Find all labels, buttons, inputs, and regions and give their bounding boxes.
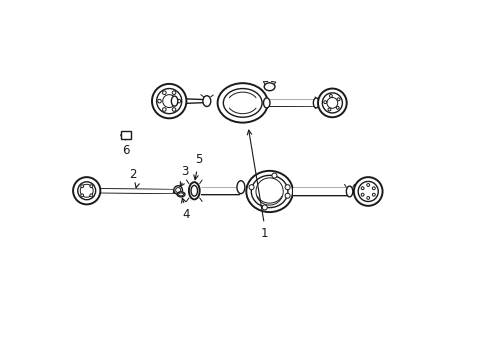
Polygon shape: [201, 188, 239, 194]
Circle shape: [156, 89, 182, 114]
Circle shape: [129, 134, 131, 136]
Circle shape: [323, 101, 326, 104]
Circle shape: [361, 193, 364, 196]
Ellipse shape: [237, 181, 244, 194]
Ellipse shape: [313, 98, 319, 108]
Circle shape: [81, 185, 83, 188]
Circle shape: [361, 187, 364, 190]
Circle shape: [81, 194, 83, 197]
Circle shape: [366, 184, 369, 186]
Text: 6: 6: [122, 144, 130, 157]
Circle shape: [372, 187, 374, 190]
Circle shape: [336, 98, 339, 101]
Circle shape: [255, 178, 283, 205]
Ellipse shape: [177, 192, 184, 197]
Circle shape: [248, 185, 254, 190]
Ellipse shape: [203, 96, 210, 107]
Polygon shape: [267, 100, 321, 106]
Circle shape: [158, 99, 161, 103]
Ellipse shape: [174, 186, 182, 194]
Ellipse shape: [188, 182, 199, 199]
Circle shape: [90, 185, 93, 188]
Text: 3: 3: [181, 165, 189, 178]
Circle shape: [317, 89, 346, 117]
Circle shape: [271, 173, 276, 178]
Ellipse shape: [246, 171, 292, 212]
FancyBboxPatch shape: [121, 131, 131, 139]
Circle shape: [326, 98, 337, 108]
Circle shape: [366, 197, 369, 199]
Polygon shape: [100, 189, 172, 193]
Text: 5: 5: [195, 153, 202, 166]
Ellipse shape: [264, 83, 274, 91]
Circle shape: [172, 108, 176, 111]
Circle shape: [78, 182, 96, 200]
Circle shape: [177, 99, 180, 103]
Ellipse shape: [263, 98, 269, 108]
Ellipse shape: [175, 188, 180, 193]
Circle shape: [172, 91, 176, 95]
Ellipse shape: [217, 83, 267, 123]
Polygon shape: [292, 188, 348, 195]
Text: 4: 4: [183, 208, 190, 221]
Circle shape: [327, 108, 330, 111]
Circle shape: [357, 181, 378, 202]
Text: 2: 2: [129, 168, 137, 181]
Circle shape: [372, 193, 374, 196]
Ellipse shape: [191, 185, 197, 196]
Circle shape: [162, 108, 166, 111]
Circle shape: [90, 194, 93, 197]
Circle shape: [285, 193, 289, 198]
Circle shape: [73, 177, 100, 204]
Circle shape: [329, 94, 332, 97]
Ellipse shape: [178, 193, 183, 196]
Circle shape: [336, 106, 339, 109]
Text: 1: 1: [260, 227, 267, 240]
Circle shape: [353, 177, 382, 206]
Ellipse shape: [251, 175, 287, 208]
Circle shape: [262, 205, 267, 210]
Circle shape: [163, 95, 175, 108]
Circle shape: [322, 93, 342, 113]
Ellipse shape: [171, 96, 178, 106]
Circle shape: [162, 91, 166, 95]
Circle shape: [285, 185, 289, 190]
Ellipse shape: [223, 89, 262, 117]
Circle shape: [121, 134, 122, 136]
Ellipse shape: [346, 186, 352, 197]
Circle shape: [152, 84, 186, 118]
